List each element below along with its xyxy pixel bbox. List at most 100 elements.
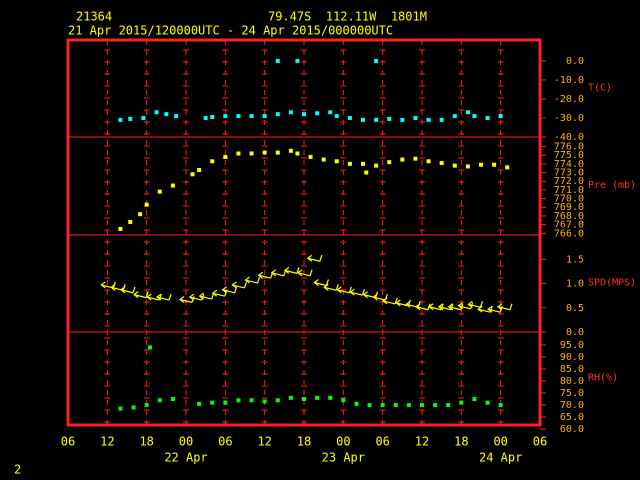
data-point	[174, 114, 179, 119]
wind-barb	[313, 279, 329, 287]
barb-head	[100, 281, 106, 289]
barb-head	[487, 305, 493, 313]
barb-feather	[256, 276, 261, 284]
y-tick-label: 80.0	[560, 376, 584, 387]
barb-feather	[335, 284, 339, 291]
barb-head	[323, 283, 329, 291]
barb-head	[415, 303, 421, 311]
barb-head	[188, 293, 195, 301]
barb-shaft	[350, 291, 363, 296]
data-point	[275, 398, 280, 403]
data-point	[210, 115, 215, 120]
y-tick-label: 90.0	[560, 352, 584, 363]
barb-shaft	[245, 279, 258, 284]
x-date-label: 22 Apr	[164, 451, 207, 465]
data-point	[223, 114, 228, 119]
data-point	[118, 226, 123, 231]
x-date-label: 24 Apr	[479, 451, 522, 465]
data-point	[374, 163, 379, 168]
data-point	[288, 395, 293, 400]
data-point	[170, 397, 175, 402]
barb-shaft	[458, 305, 471, 310]
y-tick-label: 770.0	[554, 194, 584, 205]
barb-shaft	[179, 298, 193, 304]
wind-barb	[221, 286, 238, 294]
data-point	[157, 398, 162, 403]
data-point	[147, 345, 152, 350]
barb-head	[211, 289, 218, 297]
data-point	[131, 405, 136, 410]
barb-head	[496, 303, 503, 311]
x-tick-label: 06	[218, 435, 232, 449]
barb-head	[198, 292, 205, 300]
data-point	[164, 112, 169, 117]
data-point	[295, 151, 300, 156]
data-point	[406, 403, 411, 408]
barb-head	[110, 283, 116, 291]
barb-head	[244, 276, 250, 284]
y-tick-label: 772.0	[554, 176, 584, 187]
barb-head	[437, 303, 444, 311]
data-point	[472, 397, 477, 402]
barb-feather	[325, 279, 329, 286]
data-point	[197, 401, 202, 406]
barb-head	[313, 279, 319, 286]
wind-barb	[198, 292, 215, 300]
y-tick-label: 1.5	[566, 254, 584, 265]
data-point	[485, 400, 490, 405]
barb-shaft	[314, 281, 327, 287]
data-point	[439, 161, 444, 166]
barb-shaft	[232, 284, 245, 289]
series	[118, 148, 510, 231]
wind-barb	[467, 300, 484, 308]
data-point	[426, 117, 431, 122]
barb-head	[231, 281, 237, 289]
barb-head	[382, 297, 388, 305]
y-tick-label: 769.0	[554, 202, 584, 213]
y-tick-label: 85.0	[560, 364, 584, 375]
y-tick-label: -40.0	[554, 132, 584, 143]
barb-shaft	[448, 306, 461, 311]
barb-feather	[243, 281, 248, 289]
barb-shaft	[428, 306, 442, 311]
data-point	[367, 403, 372, 408]
wind-barb	[362, 291, 379, 299]
data-point	[459, 400, 464, 405]
barb-head	[283, 266, 290, 274]
barb-head	[306, 254, 313, 262]
wind-barb	[349, 288, 366, 296]
data-point	[157, 189, 162, 194]
data-point	[262, 399, 267, 404]
barb-shaft	[271, 272, 284, 277]
x-tick-label: 00	[493, 435, 507, 449]
data-point	[315, 395, 320, 400]
wind-barb	[405, 300, 421, 308]
x-tick-label: 12	[100, 435, 114, 449]
x-tick-label: 00	[179, 435, 193, 449]
data-point	[236, 114, 241, 119]
barb-shaft	[284, 269, 298, 274]
wind-barb	[306, 254, 323, 262]
wind-barb	[283, 266, 300, 274]
y-tick-label: 1.0	[566, 279, 584, 290]
barb-feather	[470, 302, 474, 309]
data-point	[210, 159, 215, 164]
y-tick-label: -10.0	[554, 75, 584, 86]
data-point	[236, 151, 241, 156]
barb-head	[270, 269, 277, 277]
x-tick-label: 00	[336, 435, 350, 449]
y-tick-label: 0.0	[566, 56, 584, 67]
data-point	[128, 116, 133, 121]
data-point	[393, 403, 398, 408]
data-point	[128, 219, 133, 224]
barb-head	[428, 303, 434, 311]
data-point	[302, 397, 306, 402]
data-point	[249, 114, 254, 119]
data-point	[138, 212, 143, 217]
data-point	[295, 58, 300, 63]
data-point	[315, 111, 320, 116]
data-point	[223, 400, 228, 405]
data-point	[262, 114, 267, 119]
barb-shaft	[120, 289, 134, 294]
